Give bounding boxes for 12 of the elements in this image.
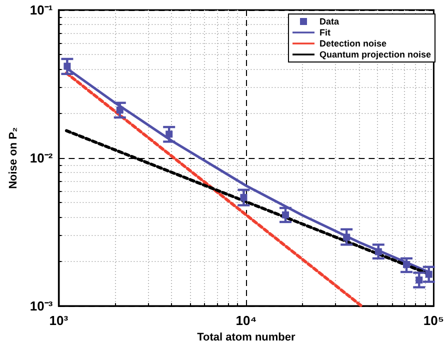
y-tick-label: 10⁻¹ bbox=[30, 2, 53, 18]
legend-label: Fit bbox=[319, 28, 330, 38]
legend-label: Detection noise bbox=[319, 38, 387, 48]
legend-label: Data bbox=[319, 16, 340, 26]
x-tick-label: 10⁵ bbox=[423, 313, 444, 328]
y-tick-label: 10⁻² bbox=[30, 150, 54, 166]
x-axis-title: Total atom number bbox=[197, 332, 296, 344]
x-tick-label: 10³ bbox=[49, 313, 69, 328]
x-tick-label: 10⁴ bbox=[236, 313, 257, 328]
y-axis-title: Noise on P₂ bbox=[8, 127, 20, 189]
legend-label: Quantum projection noise bbox=[319, 50, 432, 60]
y-tick-label: 10⁻³ bbox=[30, 298, 54, 314]
